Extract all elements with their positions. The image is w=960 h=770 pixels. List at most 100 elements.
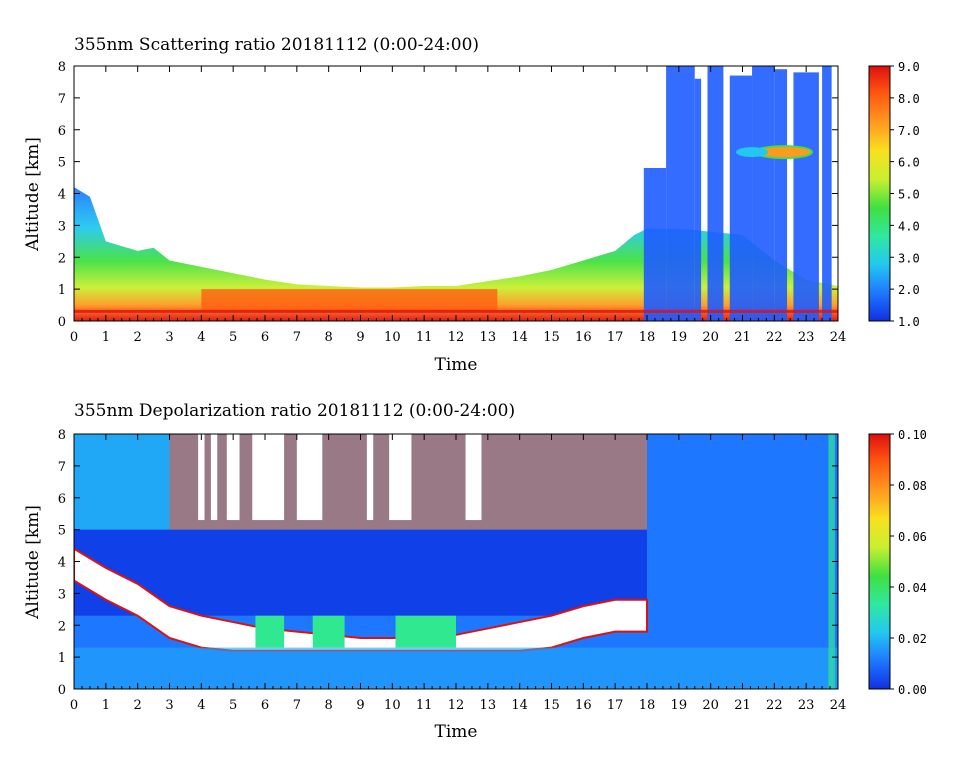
colorbar-tick-label: 0.04	[898, 581, 927, 595]
cloud-column	[822, 66, 832, 321]
x-tick-label: 9	[356, 698, 364, 713]
x-tick-label: 17	[607, 698, 624, 713]
no-data-gap	[366, 434, 374, 521]
cloud-column	[793, 72, 819, 321]
x-tick-label: 19	[671, 698, 688, 713]
x-tick-label: 17	[607, 330, 624, 345]
y-tick-label: 1	[58, 283, 66, 298]
colorbar-tick-label: 8.0	[898, 92, 920, 106]
x-tick-label: 22	[766, 698, 783, 713]
scattering-field	[74, 66, 838, 321]
y-tick-label: 3	[58, 587, 66, 602]
x-tick-label: 18	[639, 698, 656, 713]
colorbar-tick-label: 0.02	[898, 632, 927, 646]
cloud-column	[666, 66, 695, 321]
depol-green-block	[395, 615, 456, 648]
depolarization-colorbar-ticks: 0.00 0.02 0.04 0.06 0.08 0.10	[890, 428, 927, 697]
depolarization-field	[74, 434, 838, 689]
colorbar-tick-label: 0.06	[898, 530, 927, 544]
scattering-colorbar-ticks: 1.0 2.0 3.0 4.0 5.0 6.0 7.0 8.0 9.0	[890, 60, 920, 329]
x-tick-label: 14	[511, 698, 528, 713]
colorbar-tick-label: 7.0	[898, 124, 920, 138]
y-tick-label: 0	[58, 315, 66, 330]
x-tick-label: 15	[543, 698, 560, 713]
depol-green-block	[255, 615, 285, 648]
no-data-gap	[389, 434, 412, 521]
x-tick-label: 22	[766, 330, 783, 345]
x-tick-label: 3	[165, 330, 173, 345]
y-tick-label: 4	[58, 556, 66, 571]
colorbar-tick-label: 3.0	[898, 251, 920, 265]
x-tick-label: 21	[734, 330, 751, 345]
depol-green-block	[312, 615, 345, 648]
x-tick-label: 8	[325, 698, 333, 713]
x-tick-label: 8	[325, 330, 333, 345]
surface-layer	[74, 309, 838, 313]
x-tick-label: 12	[448, 698, 465, 713]
x-tick-label: 4	[197, 330, 205, 345]
colorbar-tick-label: 0.00	[898, 683, 927, 697]
no-data-gap	[252, 434, 285, 521]
x-tick-label: 7	[293, 698, 301, 713]
no-data-gap	[198, 434, 205, 521]
y-tick-label: 5	[58, 156, 66, 171]
x-tick-label: 5	[229, 698, 237, 713]
scattering-axes: 0 1 2 3 4 5 6 7 8 9 10 11 12 13 14 15 16 17 18 19 20 21 22 23 24…	[58, 60, 847, 345]
y-tick-label: 6	[58, 124, 66, 139]
no-data-gap	[226, 434, 240, 521]
no-data-gap	[210, 434, 218, 521]
aerosol-band	[201, 289, 498, 312]
x-tick-label: 11	[416, 698, 433, 713]
depolarization-title: 355nm Depolarization ratio 20181112 (0:0…	[74, 401, 515, 421]
x-tick-label: 24	[830, 698, 847, 713]
x-tick-label: 1	[102, 330, 110, 345]
x-tick-label: 4	[197, 698, 205, 713]
scattering-title: 355nm Scattering ratio 20181112 (0:00-24…	[74, 35, 479, 55]
x-tick-label: 23	[798, 330, 815, 345]
depol-surface-band	[74, 647, 838, 689]
depol-edge-spike	[828, 434, 835, 689]
x-tick-label: 19	[671, 330, 688, 345]
x-tick-label: 15	[543, 330, 560, 345]
x-tick-label: 0	[70, 698, 78, 713]
x-tick-label: 20	[702, 330, 719, 345]
x-tick-label: 2	[134, 330, 142, 345]
colorbar-tick-label: 2.0	[898, 283, 920, 297]
x-tick-label: 24	[830, 330, 847, 345]
colorbar-tick-label: 5.0	[898, 188, 920, 202]
colorbar-tick-label: 6.0	[898, 156, 920, 170]
x-tick-label: 14	[511, 330, 528, 345]
x-tick-label: 3	[165, 698, 173, 713]
x-tick-label: 1	[102, 698, 110, 713]
y-tick-label: 7	[58, 460, 66, 475]
depolarization-colorbar	[868, 433, 891, 690]
x-tick-label: 23	[798, 698, 815, 713]
colorbar-tick-label: 4.0	[898, 219, 920, 233]
x-tick-label: 20	[702, 698, 719, 713]
colorbar-tick-label: 0.10	[898, 428, 927, 442]
colorbar-tick-label: 9.0	[898, 60, 920, 74]
cloud-column	[643, 168, 667, 321]
depolarization-panel: 355nm Depolarization ratio 20181112 (0:0…	[23, 401, 927, 742]
x-tick-label: 6	[261, 698, 269, 713]
cloud-column	[774, 69, 788, 321]
x-tick-label: 9	[356, 330, 364, 345]
no-data-gap	[296, 434, 323, 521]
x-tick-label: 16	[575, 698, 592, 713]
x-tick-label: 10	[384, 698, 401, 713]
cloud-column	[729, 75, 753, 321]
depolarization-y-axis-label: Altitude [km]	[23, 505, 43, 620]
depolarization-x-axis-label: Time	[435, 722, 478, 742]
scattering-x-axis-label: Time	[435, 355, 478, 375]
x-tick-label: 6	[261, 330, 269, 345]
scattering-panel: 355nm Scattering ratio 20181112 (0:00-24…	[23, 35, 920, 375]
depol-noisy-region	[74, 434, 170, 530]
cloud-column	[707, 66, 724, 321]
y-tick-label: 7	[58, 92, 66, 107]
scattering-colorbar	[868, 65, 891, 322]
cloud-column	[752, 66, 775, 321]
x-tick-label: 10	[384, 330, 401, 345]
x-tick-label: 11	[416, 330, 433, 345]
y-tick-label: 0	[58, 683, 66, 698]
